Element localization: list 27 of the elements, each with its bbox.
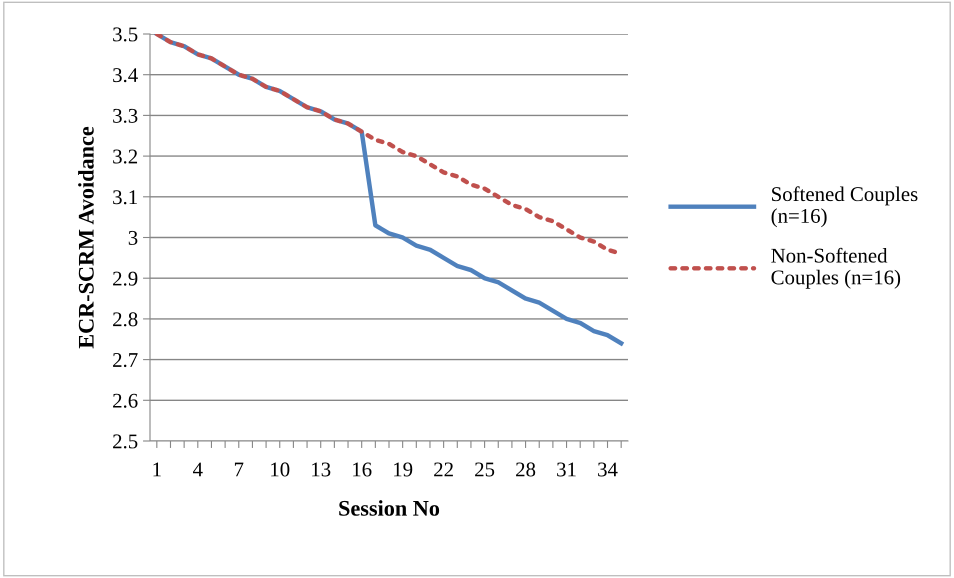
x-tick-label: 31 <box>557 462 576 476</box>
x-tick-label: 34 <box>598 462 618 476</box>
x-tick-label: 13 <box>312 462 330 476</box>
x-axis-title: Session No <box>339 500 440 516</box>
y-tick-label: 2.7 <box>113 353 138 368</box>
y-tick-label: 2.6 <box>113 394 138 408</box>
y-axis-title: ECR-SCRM Avoidance <box>78 126 94 348</box>
legend-label: Softened Couples (n=16) <box>772 186 918 228</box>
legend-label: Non-Softened Couples (n=16) <box>771 248 900 289</box>
x-tick-label: 28 <box>516 462 536 476</box>
y-tick-label: 3.5 <box>113 27 138 42</box>
x-tick-label: 25 <box>475 462 494 476</box>
x-tick-label: 4 <box>193 462 203 476</box>
x-tick-label: 16 <box>353 462 372 476</box>
x-tick-label: 7 <box>234 462 244 476</box>
y-tick-label: 3.2 <box>113 150 138 164</box>
y-tick-label: 2.8 <box>113 312 138 326</box>
y-tick-label: 3 <box>128 230 138 245</box>
y-tick-label: 3.3 <box>113 108 138 123</box>
y-tick-label: 3.4 <box>113 68 138 82</box>
x-tick-label: 22 <box>434 462 453 476</box>
x-tick-label: 1 <box>153 462 161 476</box>
y-tick-label: 2.9 <box>113 272 138 286</box>
x-tick-label: 19 <box>394 462 412 476</box>
y-tick-label: 3.1 <box>113 190 137 204</box>
x-tick-label: 10 <box>271 462 290 476</box>
y-tick-label: 2.5 <box>113 434 138 449</box>
